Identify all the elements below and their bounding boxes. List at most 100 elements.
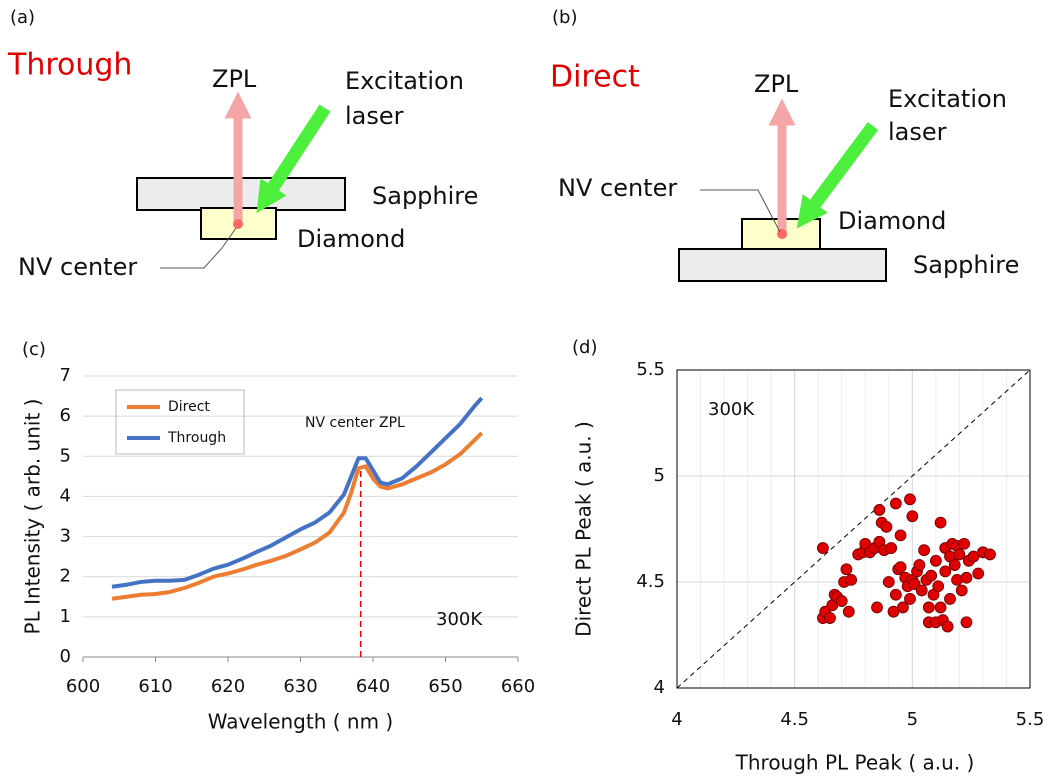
point [948,559,961,571]
x-tick-label: 4 [671,709,682,730]
point [984,548,996,561]
diagram-b: (b) Direct ZPL Excitation laser NV cente… [550,7,1019,282]
point [889,588,902,601]
diagram-a: (a) Through ZPL Excitation laser Sapphir… [7,7,478,281]
point [913,559,926,571]
point [925,569,938,582]
point [960,616,973,629]
legend-label: Direct [168,399,210,415]
point [960,571,973,584]
point [958,537,971,550]
point [915,584,928,597]
point [953,548,966,561]
point [885,542,898,554]
annotation: NV center ZPL [305,415,405,431]
series-line [111,431,484,601]
y-tick-label: 4 [60,485,71,506]
y-tick-label: 4.5 [636,571,665,592]
x-tick-label: 5 [907,709,918,730]
nv-label: NV center [18,253,137,281]
panel-label: (c) [22,339,46,360]
x-tick-label: 4.5 [780,709,809,730]
sapphire-label: Sapphire [913,251,1019,279]
point [932,580,945,593]
point [882,576,895,588]
y-tick-label: 2 [60,566,71,587]
point [922,601,935,614]
x-tick-label: 620 [211,676,245,697]
series-line [111,396,484,589]
laser-label: Excitation [888,85,1007,113]
point [873,504,886,516]
y-tick-label: 0 [60,646,71,667]
point [897,601,909,614]
point [904,593,916,605]
laser-label: laser [888,118,947,146]
x-tick-label: 5.5 [1016,709,1045,730]
point [904,493,916,506]
x-tick-label: 630 [283,676,317,697]
point [871,601,883,614]
y-tick-label: 6 [60,405,71,426]
nv-label: NV center [558,174,677,202]
sapphire-label: Sapphire [372,182,478,210]
diagonal [676,369,1031,689]
point [824,612,836,624]
y-tick-label: 7 [60,365,71,386]
leader-line [700,189,781,233]
y-tick-label: 5 [654,465,665,486]
point [906,510,919,523]
diamond-label: Diamond [297,225,405,253]
x-tick-label: 650 [428,676,462,697]
laser-arrow [256,104,331,214]
zpl-label: ZPL [754,70,799,98]
x-tick-label: 610 [138,676,172,697]
panel-title: Through [7,48,132,83]
x-tick-label: 660 [501,676,535,697]
point [817,542,829,554]
zpl-label: ZPL [212,65,257,93]
y-tick-label: 1 [60,606,71,627]
leader-line [160,227,237,269]
point [939,565,952,578]
nv-dot [777,229,787,239]
y-tick-label: 5.5 [636,359,665,380]
panel-label: (a) [10,7,35,28]
panel-title: Direct [550,60,640,95]
y-tick-label: 5 [60,445,71,466]
point [934,601,947,614]
y-axis-title: Direct PL Peak ( a.u. ) [572,421,596,637]
point [880,520,893,533]
diamond-label: Diamond [838,207,946,235]
y-axis-title: PL Intensity ( arb. unit ) [21,399,45,635]
point [972,567,985,580]
legend-label: Through [167,430,226,446]
nv-dot [233,219,243,229]
panel-label: (d) [572,337,597,358]
point [842,605,855,618]
laser-label: laser [345,102,404,130]
point [894,529,907,542]
x-tick-label: 600 [66,676,100,697]
point [944,593,956,605]
plot-frame [676,369,1031,689]
x-axis-title: Through PL Peak ( a.u. ) [735,751,975,775]
point [894,561,907,574]
x-axis-title: Wavelength ( nm ) [208,710,393,734]
laser-label: Excitation [345,67,464,95]
point [934,516,947,529]
legend-box [115,389,245,455]
point [955,584,968,597]
point [840,563,853,576]
sapphire-block [678,248,887,282]
temperature-label: 300K [708,399,755,420]
point [845,573,858,586]
y-tick-label: 4 [654,677,665,698]
point [918,544,930,557]
x-tick-label: 640 [356,676,390,697]
y-tick-label: 3 [60,526,71,547]
point [929,554,942,567]
point [889,497,902,510]
point [941,620,954,633]
